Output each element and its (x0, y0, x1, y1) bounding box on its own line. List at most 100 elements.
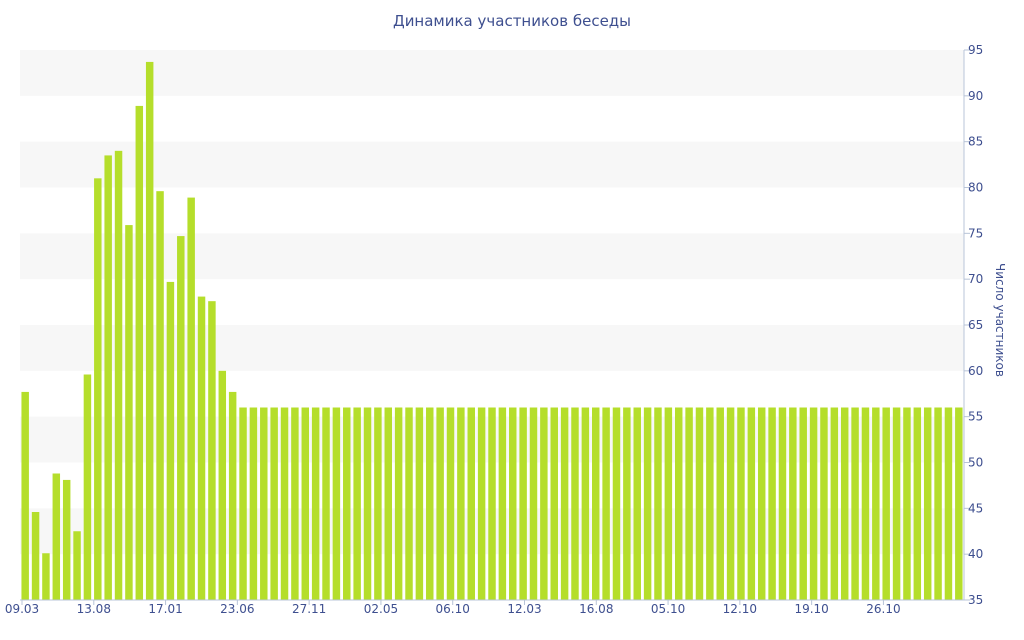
bar (145, 61, 154, 601)
bar (208, 301, 216, 600)
bar (31, 512, 40, 600)
y-tick-label: 80 (968, 181, 983, 195)
bar (519, 407, 527, 600)
bar (270, 407, 278, 600)
bar (83, 374, 92, 600)
bar (623, 407, 631, 600)
x-tick-label: 05.10 (651, 602, 685, 616)
bar (633, 407, 641, 600)
bar (560, 407, 569, 600)
bar (426, 407, 434, 600)
bar (446, 407, 455, 600)
bar (861, 407, 870, 600)
y-tick-label: 60 (968, 364, 983, 378)
bar (706, 407, 714, 600)
y-tick-label: 35 (968, 593, 983, 607)
bar (436, 407, 444, 600)
bar (301, 407, 310, 600)
bar (955, 407, 963, 600)
bar (228, 391, 237, 600)
bar (177, 236, 185, 600)
x-tick-label: 13.08 (77, 602, 111, 616)
bar (197, 296, 206, 600)
y-tick-label: 55 (968, 410, 983, 424)
bar (363, 407, 372, 600)
bar (52, 473, 61, 600)
bar (726, 407, 735, 600)
bar (156, 191, 164, 601)
bar (374, 407, 382, 600)
bar (187, 197, 195, 600)
bar (62, 479, 71, 600)
bar (540, 407, 548, 600)
bar (851, 407, 859, 600)
bar (457, 407, 465, 600)
bar (882, 407, 890, 600)
bar (498, 407, 507, 600)
bar (125, 225, 133, 600)
y-tick-label: 70 (968, 272, 983, 286)
bar (94, 178, 102, 600)
bar (944, 407, 953, 600)
bar (768, 407, 776, 600)
bar (260, 407, 268, 600)
bar (934, 407, 942, 600)
x-tick-label: 12.03 (507, 602, 541, 616)
y-tick-label: 95 (968, 43, 983, 57)
x-tick-label: 02.05 (364, 602, 398, 616)
bar (695, 407, 704, 600)
bar (830, 407, 839, 600)
bar (249, 407, 258, 600)
bar (218, 370, 227, 600)
x-tick-label: 23.06 (220, 602, 254, 616)
bar (903, 407, 911, 600)
x-tick-label: 19.10 (794, 602, 828, 616)
bar (913, 407, 922, 600)
bar (394, 407, 403, 600)
grid-band (20, 141, 964, 188)
y-tick-label: 45 (968, 501, 983, 515)
x-tick-label: 12.10 (723, 602, 757, 616)
bar (353, 407, 361, 600)
bar (581, 407, 590, 600)
bar (291, 407, 299, 600)
bar (643, 407, 652, 600)
bar (892, 407, 901, 600)
bar (509, 407, 517, 600)
bar (716, 407, 724, 600)
bar (820, 407, 828, 600)
bar (332, 407, 341, 600)
bar (529, 407, 538, 600)
bar (166, 281, 175, 600)
bar (104, 155, 112, 601)
bar (415, 407, 424, 600)
bar (488, 407, 496, 600)
bar (737, 407, 745, 600)
y-tick-label: 65 (968, 318, 983, 332)
bar (840, 407, 849, 600)
bar (467, 407, 475, 600)
bar (757, 407, 766, 600)
bar (654, 407, 662, 600)
x-tick-label: 27.11 (292, 602, 326, 616)
bar (405, 407, 413, 600)
bar (799, 407, 807, 600)
bar (612, 407, 621, 600)
x-tick-label: 17.01 (148, 602, 182, 616)
y-tick-label: 90 (968, 89, 983, 103)
y-axis-label: Число участников (993, 263, 1007, 377)
bar (872, 407, 880, 600)
bar (664, 407, 673, 600)
bar (809, 407, 818, 600)
x-tick-label: 26.10 (866, 602, 900, 616)
chart-title: Динамика участников беседы (392, 12, 632, 30)
bar (114, 150, 123, 600)
bar (778, 407, 787, 600)
bar (747, 407, 756, 600)
x-tick-label: 06.10 (436, 602, 470, 616)
bar (322, 407, 330, 600)
grid-band (20, 50, 964, 96)
y-tick-label: 85 (968, 135, 983, 149)
bar (923, 407, 932, 600)
bar (42, 553, 50, 600)
